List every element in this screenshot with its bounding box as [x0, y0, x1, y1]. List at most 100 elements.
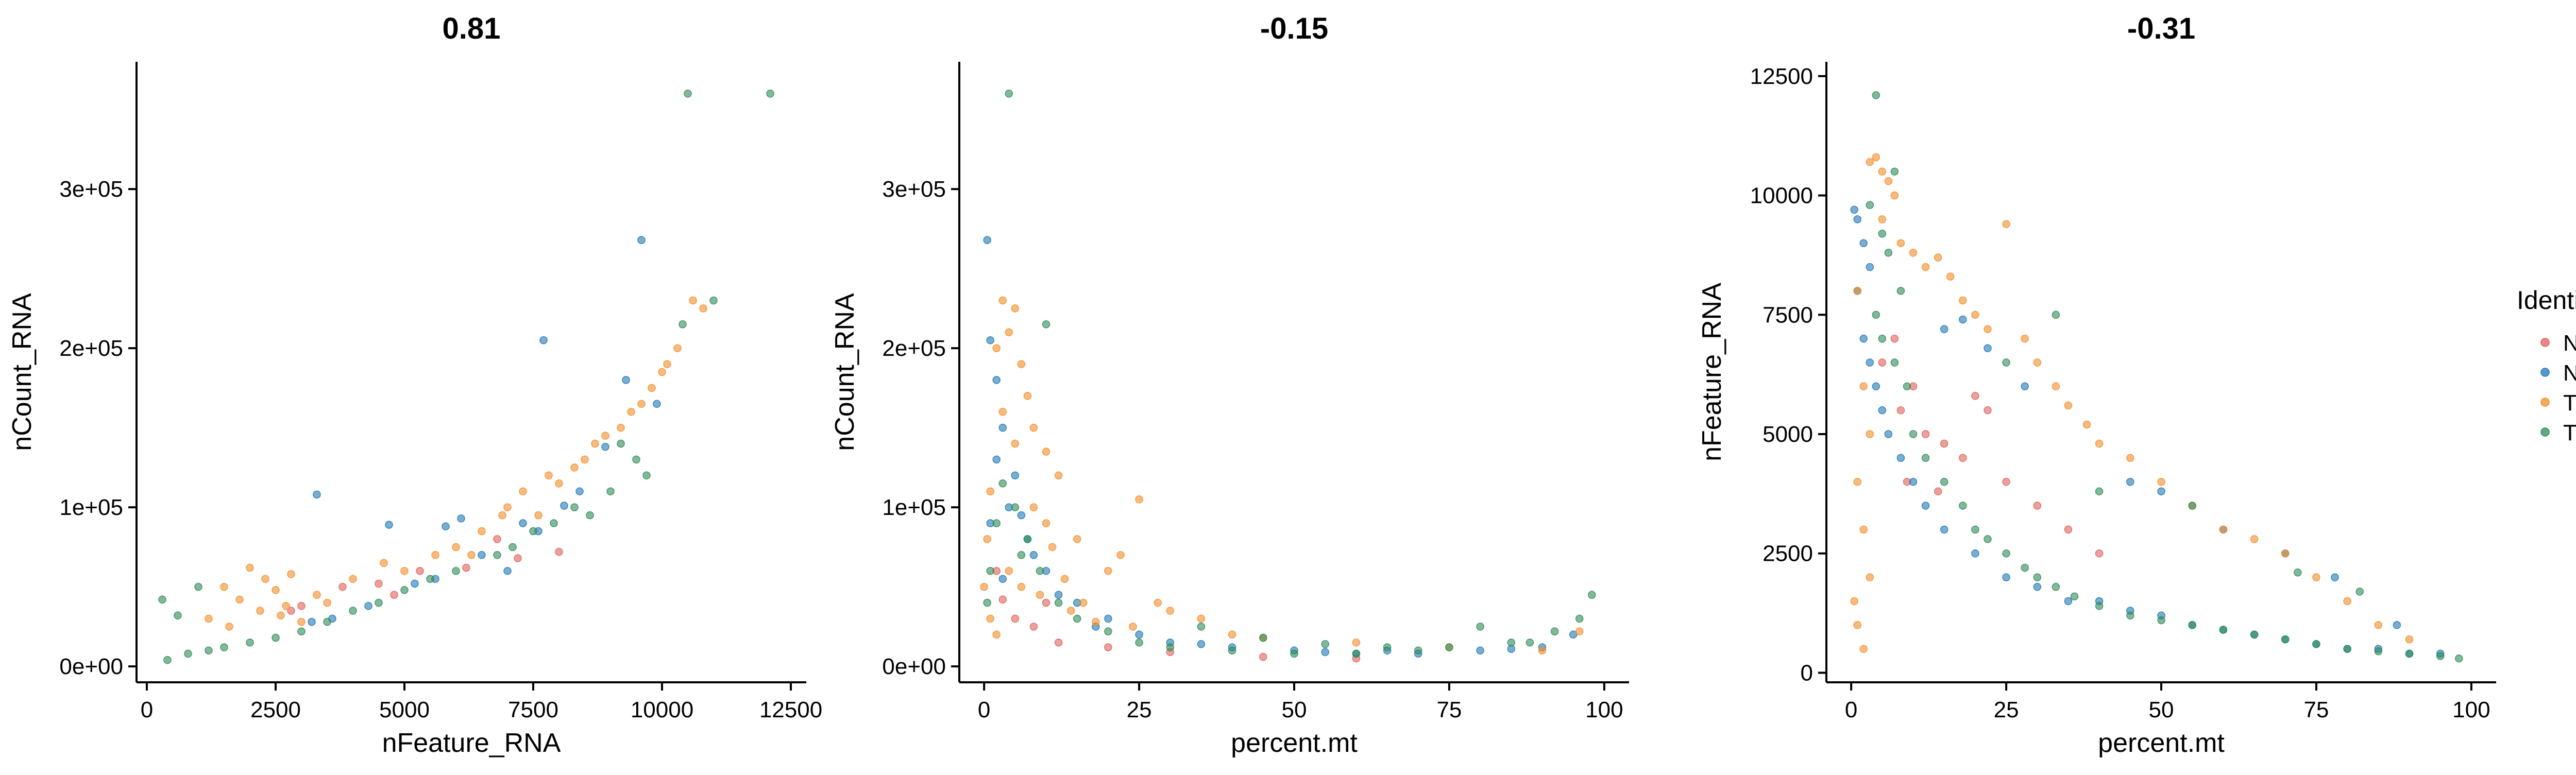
data-point-t1: [1896, 239, 1905, 247]
data-point-t2: [1042, 320, 1050, 329]
y-tick-label: 7500: [1762, 302, 1813, 328]
data-point-n2: [2393, 621, 2401, 629]
x-tick-label: 50: [2149, 697, 2174, 722]
data-point-t2: [709, 296, 718, 305]
data-point-t2: [992, 519, 1001, 527]
data-point-t1: [992, 344, 1001, 352]
data-point-n2: [1971, 549, 1979, 558]
x-axis-label: percent.mt: [2098, 728, 2225, 758]
data-point-n2: [575, 487, 584, 495]
x-tick-label: 50: [1282, 697, 1307, 722]
data-point-t1: [323, 598, 331, 607]
data-point-n1: [1029, 623, 1038, 631]
data-point-t1: [1884, 177, 1893, 185]
data-point-t2: [1166, 643, 1175, 651]
data-point-n2: [1135, 630, 1143, 639]
data-point-t2: [1890, 358, 1899, 367]
data-point-t1: [1042, 447, 1050, 456]
data-point-t1: [2002, 220, 2010, 228]
data-point-t2: [1872, 311, 1880, 319]
data-point-t1: [581, 455, 589, 464]
data-point-n1: [416, 566, 424, 575]
data-point-t1: [1036, 591, 1044, 599]
data-point-t2: [550, 519, 558, 527]
data-point-n2: [653, 400, 661, 408]
data-point-n2: [1859, 239, 1868, 247]
data-point-t2: [2188, 502, 2196, 510]
data-point-t2: [1476, 623, 1484, 631]
data-point-t2: [174, 611, 182, 619]
data-point-t1: [1197, 614, 1206, 623]
data-point-t1: [1859, 382, 1868, 391]
data-point-n2: [1011, 471, 1020, 480]
data-point-t2: [684, 90, 692, 98]
data-point-t2: [586, 511, 594, 520]
y-tick-label: 1e+05: [882, 495, 946, 520]
data-point-t1: [1017, 360, 1026, 368]
data-point-t1: [1866, 158, 1874, 166]
data-point-n1: [514, 554, 522, 562]
data-point-t1: [1853, 287, 1861, 295]
data-point-t1: [220, 582, 228, 591]
data-point-t1: [282, 601, 290, 610]
data-point-t1: [1073, 535, 1081, 543]
data-point-t2: [1290, 649, 1298, 658]
data-point-t1: [637, 400, 646, 408]
data-point-n1: [2095, 549, 2104, 558]
y-tick-label: 5000: [1762, 422, 1813, 447]
data-point-n2: [411, 579, 419, 588]
data-point-n2: [2157, 487, 2165, 495]
data-point-t1: [601, 432, 609, 440]
y-axis-label: nCount_RNA: [7, 293, 37, 451]
legend-swatch-t2: [2540, 427, 2550, 437]
data-point-n2: [2126, 477, 2134, 486]
data-point-t2: [2219, 626, 2228, 634]
data-point-n2: [308, 617, 316, 626]
data-point-t2: [2052, 311, 2060, 319]
data-point-t2: [1054, 598, 1063, 607]
data-point-t1: [1029, 503, 1038, 511]
data-point-n2: [1940, 525, 1948, 534]
data-point-n1: [287, 607, 295, 615]
data-point-n2: [1017, 511, 1026, 520]
data-point-t1: [648, 384, 656, 392]
data-point-t1: [534, 511, 543, 520]
data-point-t2: [570, 503, 579, 511]
data-point-t2: [297, 627, 306, 635]
data-point-n1: [375, 579, 383, 588]
data-point-t1: [313, 591, 321, 599]
data-point-n2: [539, 336, 548, 345]
data-point-n2: [1940, 325, 1948, 333]
data-point-t2: [606, 487, 615, 495]
y-tick-label: 0e+00: [59, 654, 123, 679]
x-axis-label: nFeature_RNA: [382, 728, 561, 758]
y-tick-label: 0: [1801, 660, 1813, 685]
y-tick-label: 2500: [1762, 541, 1813, 566]
data-point-n2: [2002, 573, 2010, 581]
data-point-t1: [2052, 382, 2060, 391]
data-point-n2: [1321, 648, 1329, 657]
data-point-t1: [1154, 598, 1162, 607]
data-point-t1: [1575, 627, 1584, 635]
data-point-t1: [986, 614, 994, 623]
data-point-t2: [2455, 654, 2463, 663]
y-tick-label: 2e+05: [882, 336, 946, 361]
data-point-t1: [225, 623, 233, 631]
data-point-t1: [1129, 623, 1137, 631]
data-point-t1: [673, 344, 682, 352]
data-point-t2: [2355, 588, 2364, 596]
legend-label-t1: T1: [2563, 390, 2576, 416]
data-point-n2: [478, 551, 486, 559]
data-point-t1: [2219, 525, 2228, 534]
data-point-n2: [2331, 573, 2339, 581]
data-point-t1: [272, 586, 280, 594]
x-tick-label: 0: [141, 697, 153, 722]
chart-title: 0.81: [443, 12, 501, 45]
data-point-t2: [1984, 535, 1992, 543]
data-point-t1: [2095, 439, 2104, 448]
data-point-n2: [2064, 597, 2073, 606]
data-point-t1: [555, 479, 563, 488]
data-point-t1: [1023, 392, 1032, 400]
data-point-t1: [1104, 566, 1112, 575]
